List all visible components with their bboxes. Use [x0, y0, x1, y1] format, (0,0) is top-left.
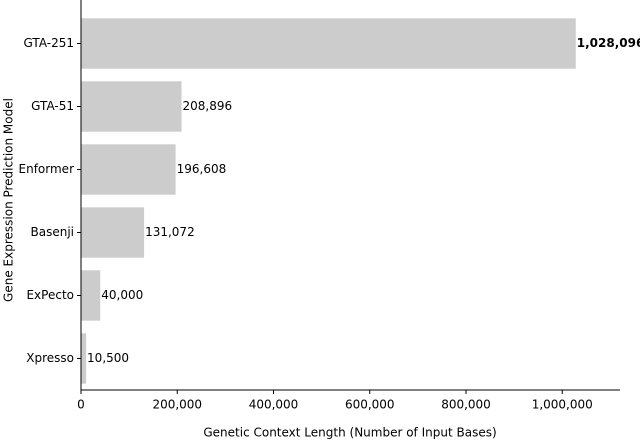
x-tick-label: 800,000: [441, 398, 491, 412]
y-axis-label: Gene Expression Prediction Model: [2, 98, 16, 302]
x-axis-label: Genetic Context Length (Number of Input …: [203, 426, 496, 440]
y-tick-label: Enformer: [19, 162, 75, 176]
x-tick-label: 600,000: [345, 398, 395, 412]
value-label: 131,072: [145, 225, 195, 239]
bar: [81, 207, 145, 258]
bar: [81, 144, 176, 195]
value-label: 196,608: [177, 162, 227, 176]
bar: [81, 81, 182, 132]
value-label: 40,000: [101, 288, 143, 302]
bar: [81, 18, 576, 69]
x-tick-label: 200,000: [152, 398, 202, 412]
x-tick-label: 0: [77, 398, 85, 412]
y-tick-label: Xpresso: [26, 351, 74, 365]
y-tick-label: Basenji: [31, 225, 75, 239]
x-tick-label: 1,000,000: [532, 398, 593, 412]
y-tick-label: ExPecto: [26, 288, 74, 302]
value-label: 10,500: [87, 351, 129, 365]
value-label: 1,028,096: [577, 36, 640, 50]
value-label: 208,896: [183, 99, 233, 113]
y-tick-label: GTA-251: [24, 36, 74, 50]
x-tick-label: 400,000: [249, 398, 299, 412]
bar: [81, 270, 101, 321]
y-tick-label: GTA-51: [31, 99, 74, 113]
bar: [81, 333, 87, 384]
